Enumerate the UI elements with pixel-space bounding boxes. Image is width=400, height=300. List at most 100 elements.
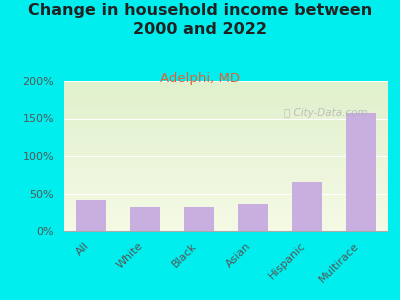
Bar <box>64 99 388 100</box>
Bar <box>64 177 388 178</box>
Bar <box>64 226 388 228</box>
Bar <box>64 96 388 98</box>
Bar <box>64 171 388 172</box>
Bar <box>64 93 388 94</box>
Bar <box>64 184 388 186</box>
Bar <box>64 158 388 159</box>
Bar <box>64 111 388 112</box>
Bar <box>64 214 388 216</box>
Bar <box>64 213 388 214</box>
Bar <box>64 103 388 105</box>
Bar <box>64 122 388 123</box>
Bar <box>64 146 388 147</box>
Bar <box>64 138 388 140</box>
Bar <box>64 98 388 99</box>
Bar <box>64 169 388 171</box>
Bar <box>64 212 388 213</box>
Bar <box>64 189 388 190</box>
Bar <box>64 152 388 153</box>
Bar <box>64 100 388 102</box>
Bar <box>64 132 388 134</box>
Bar <box>64 156 388 158</box>
Bar <box>64 190 388 192</box>
Bar <box>64 88 388 90</box>
Bar <box>64 134 388 135</box>
Bar <box>64 216 388 218</box>
Bar <box>64 84 388 86</box>
Bar <box>64 123 388 124</box>
Bar <box>64 192 388 194</box>
Bar <box>64 196 388 198</box>
Bar <box>64 183 388 184</box>
Bar <box>64 160 388 162</box>
Bar <box>130 207 160 231</box>
Bar <box>64 110 388 111</box>
Bar <box>64 128 388 129</box>
Bar <box>64 220 388 222</box>
Bar <box>64 105 388 106</box>
Bar <box>64 106 388 108</box>
Text: Change in household income between
2000 and 2022: Change in household income between 2000 … <box>28 3 372 37</box>
Bar <box>64 165 388 166</box>
Bar <box>64 182 388 183</box>
Bar <box>64 225 388 226</box>
Bar <box>64 198 388 200</box>
Bar <box>64 178 388 180</box>
Bar <box>292 182 322 231</box>
Bar <box>238 204 268 231</box>
Bar <box>64 129 388 130</box>
Bar <box>64 153 388 154</box>
Bar <box>64 186 388 188</box>
Bar <box>64 108 388 110</box>
Bar <box>64 176 388 177</box>
Bar <box>64 82 388 84</box>
Bar <box>64 112 388 114</box>
Bar <box>64 167 388 168</box>
Bar <box>64 147 388 148</box>
Bar <box>64 207 388 208</box>
Bar <box>64 142 388 144</box>
Bar <box>64 144 388 146</box>
Bar <box>64 188 388 189</box>
Bar <box>64 208 388 210</box>
Bar <box>64 230 388 231</box>
Bar <box>64 154 388 156</box>
Bar <box>64 202 388 204</box>
Bar <box>64 162 388 164</box>
Bar <box>184 207 214 231</box>
Text: ⓘ City-Data.com: ⓘ City-Data.com <box>284 108 368 118</box>
Bar <box>64 224 388 225</box>
Bar <box>64 102 388 104</box>
Bar <box>64 92 388 93</box>
Bar <box>64 116 388 117</box>
Bar <box>64 168 388 170</box>
Bar <box>64 164 388 165</box>
Bar <box>64 206 388 207</box>
Bar <box>64 219 388 220</box>
Bar <box>64 222 388 224</box>
Bar <box>64 140 388 141</box>
Bar <box>64 159 388 160</box>
Bar <box>64 117 388 118</box>
Bar <box>64 126 388 128</box>
Bar <box>64 130 388 132</box>
Bar <box>64 180 388 182</box>
Bar <box>64 124 388 126</box>
Bar <box>64 200 388 201</box>
Bar <box>64 210 388 212</box>
Bar <box>64 195 388 196</box>
Bar <box>64 87 388 88</box>
Bar <box>64 118 388 120</box>
Bar <box>346 113 376 231</box>
Bar <box>64 174 388 176</box>
Bar <box>64 201 388 202</box>
Bar <box>64 194 388 195</box>
Text: Adelphi, MD: Adelphi, MD <box>160 72 240 85</box>
Bar <box>64 85 388 87</box>
Bar <box>64 148 388 150</box>
Bar <box>64 204 388 206</box>
Bar <box>64 218 388 219</box>
Bar <box>64 141 388 142</box>
Bar <box>64 150 388 152</box>
Bar <box>64 135 388 136</box>
